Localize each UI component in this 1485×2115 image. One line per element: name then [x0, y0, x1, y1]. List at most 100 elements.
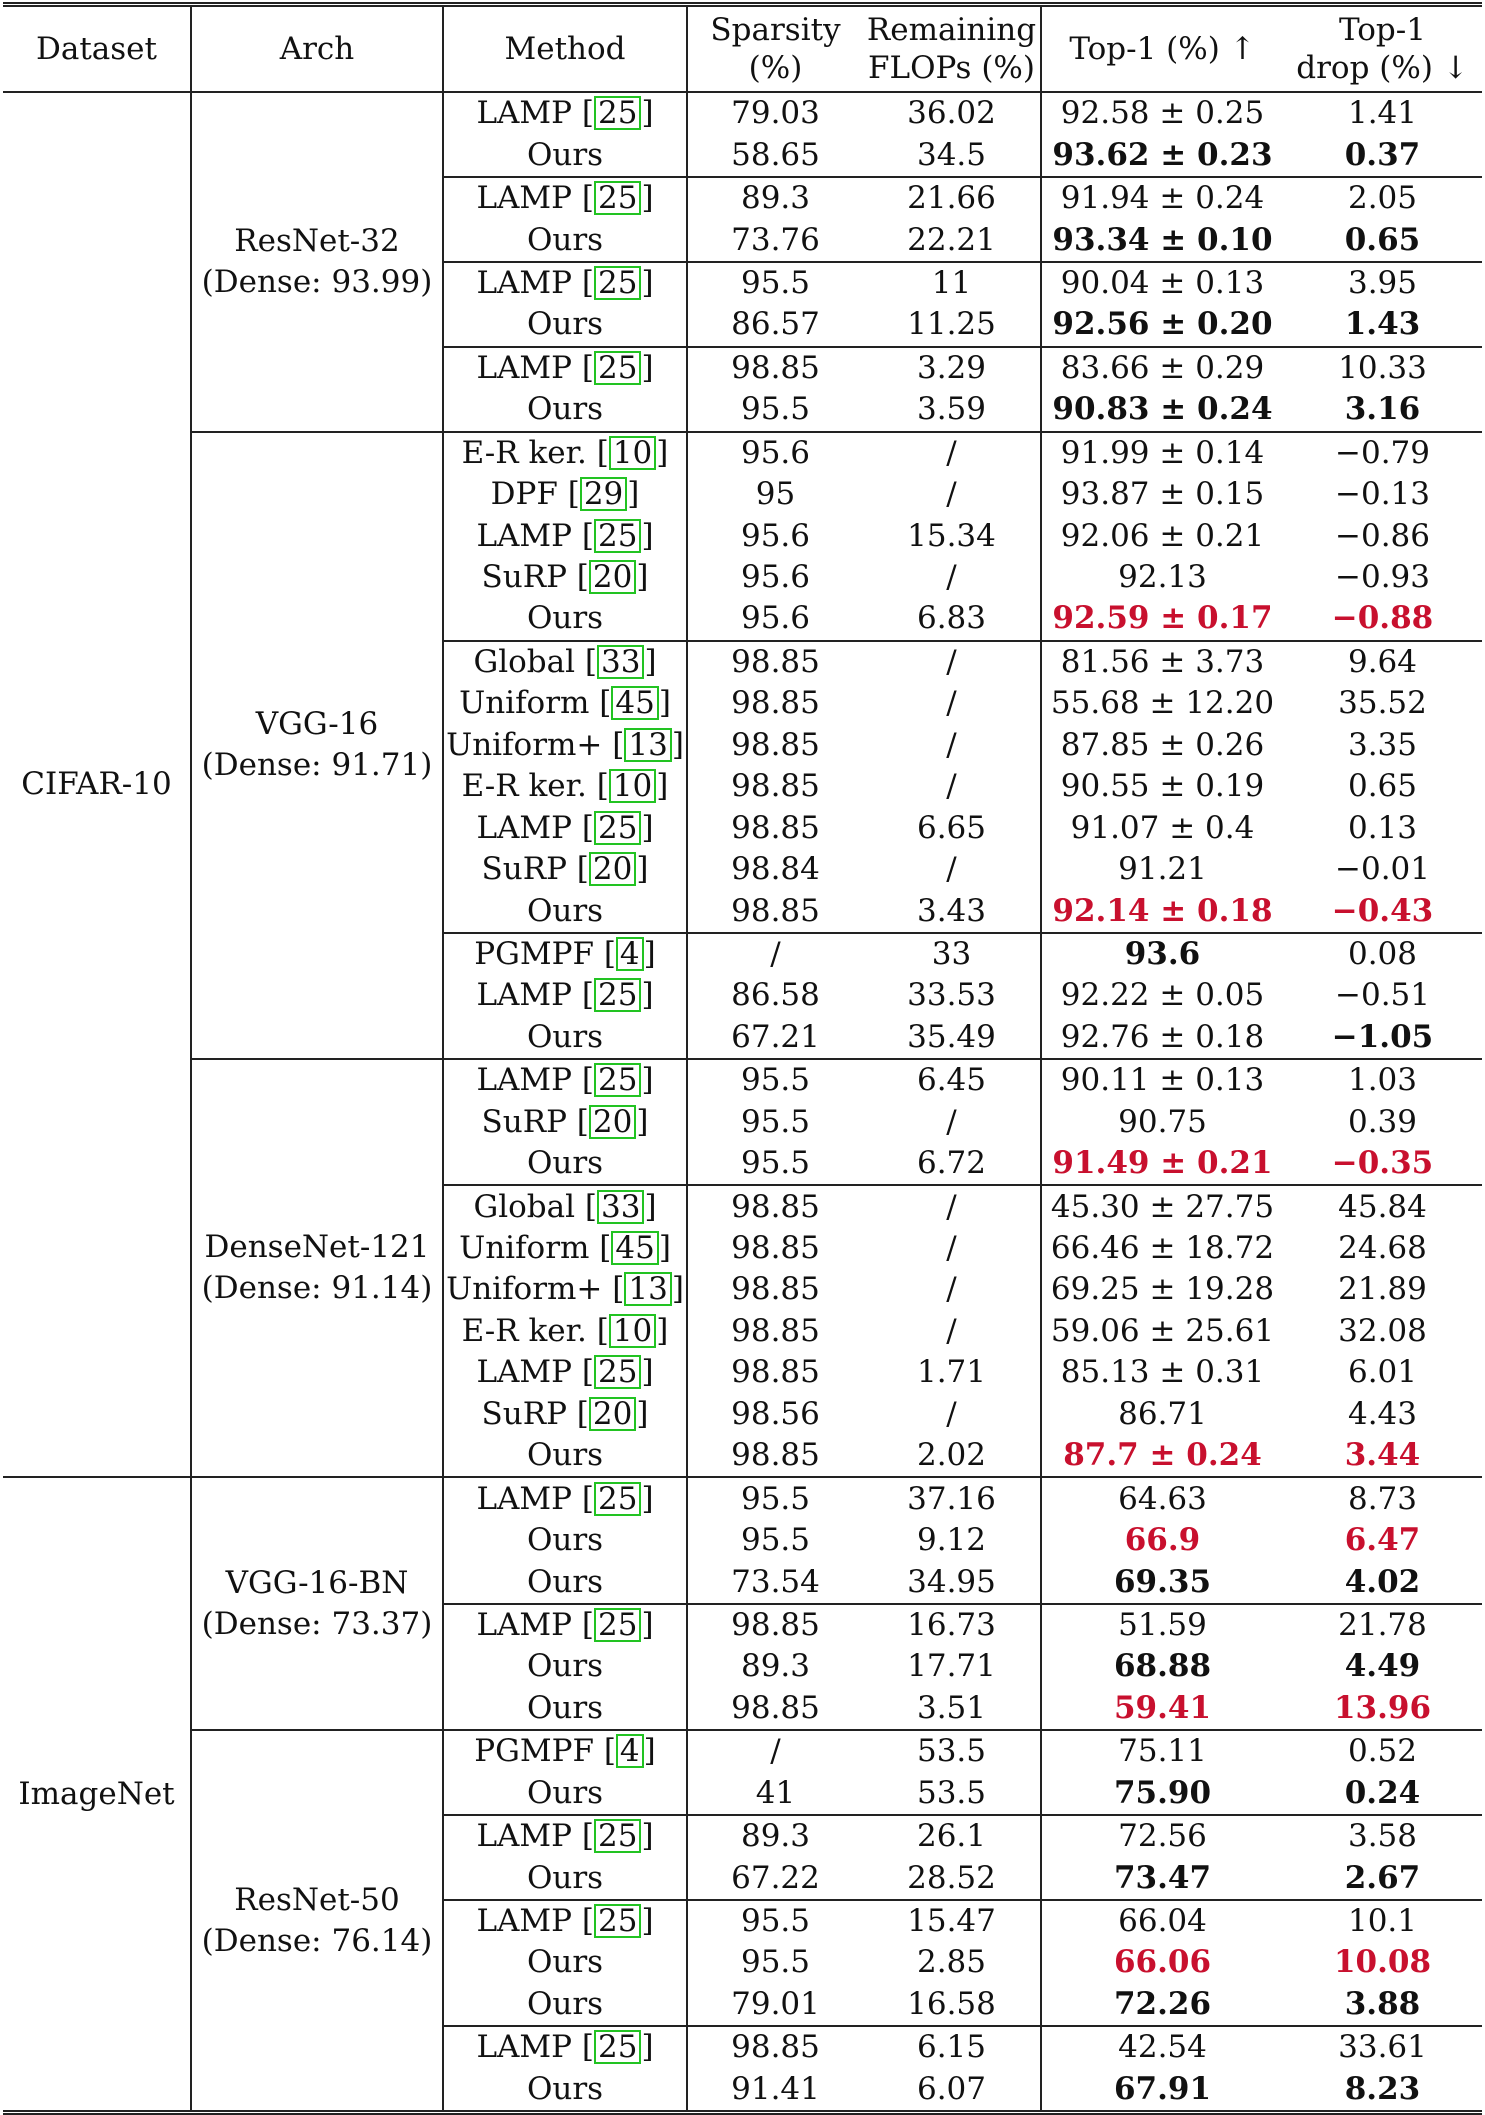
sparsity-value: 98.85 [731, 768, 820, 805]
citation-link[interactable]: 33 [596, 1189, 645, 1224]
flops-value: 6.07 [916, 2070, 987, 2107]
table-row: Ours 98.85 2.02 87.7 ± 0.24 3.44 [3, 1435, 1482, 1478]
results-table: Dataset Arch Method Sparsity (%) Remainin… [3, 2, 1482, 2115]
sparsity-value: 98.85 [731, 1312, 820, 1349]
top1-drop-cell: 10.1 [1283, 1898, 1482, 1943]
flops-value: 6.45 [916, 1062, 987, 1099]
citation-link[interactable]: 45 [611, 686, 659, 721]
method-cell: Ours [443, 1646, 688, 1688]
sparsity-cell: 98.85 [687, 725, 863, 766]
top1-drop-value: −0.93 [1335, 559, 1430, 596]
citation-link[interactable]: 25 [593, 978, 642, 1013]
flops-cell: 11.25 [863, 304, 1042, 347]
top1-value: 73.47 [1113, 1859, 1212, 1896]
citation-link[interactable]: 4 [615, 1734, 644, 1769]
method-cell: Global [33] [443, 1184, 688, 1228]
arch-cell: ResNet-50 (Dense: 76.14) [191, 1729, 444, 2113]
citation-link[interactable]: 20 [588, 560, 637, 595]
top1-drop-cell: 4.02 [1283, 1561, 1482, 1603]
method-name: SuRP [481, 1103, 567, 1140]
table-row: Uniform [45] 98.85 / 66.46 ± 18.72 24.68 [3, 1227, 1482, 1270]
flops-value: 15.47 [907, 1903, 996, 1940]
citation-link[interactable]: 25 [593, 1355, 642, 1390]
top1-drop-cell: 4.49 [1283, 1646, 1482, 1687]
top1-drop-cell: 35.52 [1283, 683, 1482, 724]
citation-link[interactable]: 25 [593, 350, 642, 385]
table-row: Ours 79.01 16.58 72.26 3.88 [3, 1983, 1482, 2027]
top1-cell: 90.83 ± 0.24 [1041, 389, 1283, 431]
top1-value: 66.06 [1113, 1944, 1212, 1981]
table-row: E-R ker. [10] 98.85 / 59.06 ± 25.61 32.08 [3, 1310, 1482, 1353]
table-row: Ours 89.3 17.71 68.88 4.49 [3, 1646, 1482, 1688]
flops-cell: / [863, 556, 1042, 599]
arch-cell: VGG-16-BN (Dense: 73.37) [191, 1476, 444, 1731]
flops-cell: 21.66 [863, 175, 1042, 220]
flops-value: 53.5 [916, 1733, 987, 1770]
citation-link[interactable]: 25 [593, 518, 642, 553]
top1-drop-value: 13.96 [1333, 1689, 1432, 1726]
top1-cell: 92.13 [1041, 557, 1283, 598]
top1-drop-value: 0.13 [1347, 809, 1418, 846]
top1-drop-value: −0.35 [1331, 1145, 1434, 1182]
citation-link[interactable]: 25 [593, 181, 642, 216]
top1-drop-cell: 0.24 [1283, 1773, 1482, 1815]
flops-cell: / [863, 473, 1042, 516]
citation-link[interactable]: 13 [624, 1272, 672, 1307]
citation-link[interactable]: 25 [593, 1904, 642, 1939]
top1-drop-cell: 3.88 [1283, 1984, 1482, 2026]
citation-link[interactable]: 25 [593, 96, 642, 131]
sparsity-value: / [770, 1733, 781, 1770]
table-row: Ours 98.85 3.51 59.41 13.96 [3, 1687, 1482, 1731]
flops-cell: 36.02 [863, 92, 1042, 135]
top1-value: 59.06 ± 25.61 [1050, 1312, 1275, 1349]
citation-link[interactable]: 4 [615, 936, 644, 971]
citation-link[interactable]: 20 [588, 1396, 637, 1431]
flops-cell: 15.47 [863, 1898, 1042, 1943]
citation-link[interactable]: 25 [593, 1819, 642, 1854]
sparsity-cell: 98.85 [687, 1688, 863, 1730]
sparsity-cell: 95.5 [687, 1058, 863, 1102]
header-arch: Arch [191, 4, 444, 93]
top1-value: 64.63 [1118, 1480, 1207, 1517]
citation-link[interactable]: 10 [608, 1313, 657, 1348]
citation-link[interactable]: 25 [593, 1481, 642, 1516]
flops-value: 6.72 [916, 1145, 987, 1182]
sparsity-value: 98.85 [731, 2029, 820, 2066]
sparsity-cell: 91.41 [687, 2069, 863, 2113]
top1-value: 86.71 [1118, 1395, 1207, 1432]
citation-link[interactable]: 45 [611, 1231, 659, 1266]
citation-link[interactable]: 33 [596, 644, 645, 679]
sparsity-cell: 95.5 [687, 389, 863, 431]
top1-drop-cell: 6.01 [1283, 1352, 1482, 1393]
method-name: Ours [526, 1689, 604, 1726]
top1-value: 91.94 ± 0.24 [1060, 180, 1265, 217]
table-row: Ours 95.6 6.83 92.59 ± 0.17 −0.88 [3, 598, 1482, 641]
flops-cell: 6.15 [863, 2025, 1042, 2069]
method-name: LAMP [476, 1606, 573, 1643]
top1-cell: 93.62 ± 0.23 [1041, 134, 1283, 176]
citation-link[interactable]: 10 [608, 769, 657, 804]
top1-drop-value: 10.33 [1338, 349, 1427, 386]
sparsity-value: 98.85 [731, 1437, 820, 1474]
method-name: E-R ker. [461, 1312, 587, 1349]
citation-link[interactable]: 25 [593, 265, 642, 300]
citation-link[interactable]: 10 [608, 435, 657, 470]
table-row: Ours 67.21 35.49 92.76 ± 0.18 −1.05 [3, 1016, 1482, 1060]
flops-cell: / [863, 639, 1042, 684]
citation-link[interactable]: 29 [579, 477, 628, 512]
citation-link[interactable]: 20 [588, 852, 637, 887]
citation-link[interactable]: 13 [624, 727, 672, 762]
top1-value: 69.25 ± 19.28 [1050, 1271, 1275, 1308]
citation-link[interactable]: 20 [588, 1104, 637, 1139]
top1-value: 90.04 ± 0.13 [1060, 264, 1265, 301]
top1-drop-value: 10.08 [1333, 1944, 1432, 1981]
top1-drop-cell: 1.43 [1283, 304, 1482, 346]
citation-link[interactable]: 25 [593, 1607, 642, 1642]
top1-value: 92.56 ± 0.20 [1052, 306, 1273, 343]
method-cell: Uniform [45] [443, 1227, 688, 1270]
sparsity-value: 91.41 [731, 2070, 820, 2107]
citation-link[interactable]: 25 [593, 810, 642, 845]
citation-link[interactable]: 25 [593, 2030, 642, 2065]
citation-link[interactable]: 25 [593, 1063, 642, 1098]
top1-cell: 73.47 [1041, 1857, 1283, 1899]
